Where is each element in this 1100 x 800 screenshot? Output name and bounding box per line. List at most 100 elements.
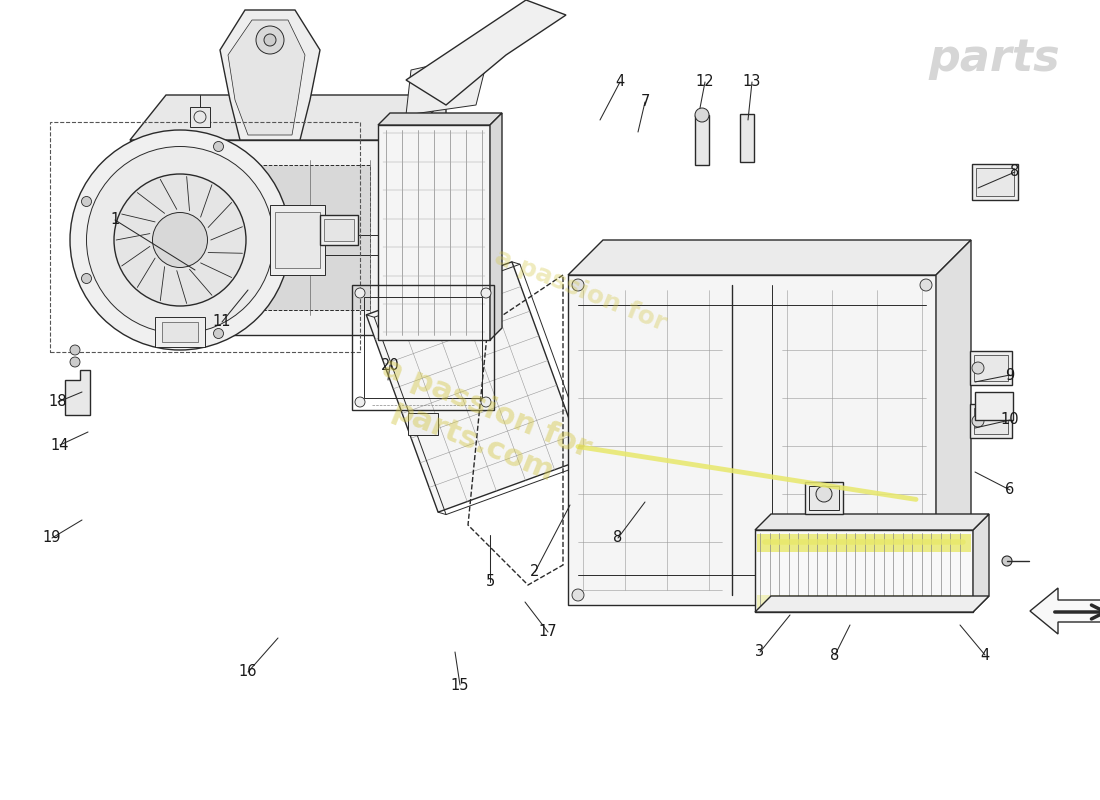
Polygon shape (228, 20, 305, 135)
Circle shape (355, 397, 365, 407)
Polygon shape (974, 514, 989, 612)
Circle shape (397, 322, 407, 332)
Circle shape (153, 213, 208, 267)
Bar (271, 205, 326, 275)
Bar (976, 168, 1014, 196)
Circle shape (264, 34, 276, 46)
Bar (324, 219, 354, 241)
Polygon shape (1030, 588, 1100, 634)
Circle shape (920, 279, 932, 291)
Polygon shape (568, 275, 936, 605)
Text: 17: 17 (539, 625, 558, 639)
Bar (974, 355, 1008, 381)
Polygon shape (378, 125, 490, 340)
Text: 12: 12 (695, 74, 714, 90)
Circle shape (256, 26, 284, 54)
Circle shape (1002, 556, 1012, 566)
Bar (275, 212, 320, 268)
Polygon shape (755, 530, 974, 612)
Polygon shape (378, 113, 502, 125)
Circle shape (816, 486, 832, 502)
Text: 15: 15 (451, 678, 470, 693)
Bar (364, 297, 482, 398)
Polygon shape (65, 370, 90, 415)
Text: 1: 1 (110, 213, 120, 227)
Bar (805, 482, 843, 514)
Bar (120, 220, 142, 256)
Text: 19: 19 (43, 530, 62, 546)
Text: 20: 20 (381, 358, 399, 373)
Polygon shape (936, 240, 971, 605)
Bar (974, 408, 1008, 434)
Bar (50, 122, 360, 352)
Circle shape (355, 288, 365, 298)
Bar (808, 486, 839, 510)
Circle shape (213, 329, 223, 338)
Polygon shape (490, 113, 502, 340)
Bar (972, 164, 1018, 200)
Circle shape (572, 279, 584, 291)
Bar (970, 351, 1012, 385)
Circle shape (81, 197, 91, 206)
Bar (975, 392, 1013, 420)
Bar (740, 114, 754, 162)
Circle shape (481, 397, 491, 407)
Text: 18: 18 (48, 394, 67, 410)
Text: 16: 16 (239, 665, 257, 679)
Polygon shape (406, 60, 486, 115)
Bar (162, 322, 198, 342)
Polygon shape (130, 140, 410, 335)
Text: 10: 10 (1001, 413, 1020, 427)
Polygon shape (755, 596, 989, 612)
Polygon shape (406, 0, 566, 105)
Circle shape (81, 274, 91, 283)
Polygon shape (410, 95, 446, 335)
Text: 9: 9 (1005, 367, 1014, 382)
Text: parts: parts (928, 37, 1060, 80)
Text: 4: 4 (980, 647, 990, 662)
Bar (695, 115, 710, 165)
Text: 13: 13 (742, 74, 761, 90)
Text: 8: 8 (1011, 165, 1020, 179)
Text: 11: 11 (212, 314, 231, 330)
Circle shape (397, 143, 407, 153)
Bar (155, 317, 205, 347)
Circle shape (70, 345, 80, 355)
Circle shape (70, 130, 290, 350)
Bar (352, 285, 494, 410)
Text: 8: 8 (830, 647, 839, 662)
Polygon shape (366, 262, 584, 512)
Text: 6: 6 (1005, 482, 1014, 498)
Circle shape (70, 357, 80, 367)
Bar (320, 215, 358, 245)
Text: 3: 3 (756, 645, 764, 659)
Polygon shape (568, 240, 971, 275)
Circle shape (213, 142, 223, 151)
Circle shape (87, 146, 274, 334)
Bar (190, 107, 210, 127)
Polygon shape (130, 95, 446, 140)
Text: 5: 5 (485, 574, 495, 590)
Circle shape (133, 143, 143, 153)
Bar (757, 534, 971, 552)
Polygon shape (755, 514, 989, 530)
Text: 14: 14 (51, 438, 69, 453)
Circle shape (133, 322, 143, 332)
Circle shape (572, 589, 584, 601)
Bar (757, 595, 971, 610)
Text: 4: 4 (615, 74, 625, 90)
Circle shape (920, 589, 932, 601)
Circle shape (114, 174, 246, 306)
Bar (408, 413, 438, 435)
Circle shape (972, 415, 984, 427)
Circle shape (94, 226, 117, 250)
Bar (970, 404, 1012, 438)
Circle shape (481, 288, 491, 298)
Text: 8: 8 (614, 530, 623, 546)
Text: a passion for: a passion for (491, 245, 670, 335)
Circle shape (972, 362, 984, 374)
Text: 2: 2 (530, 565, 540, 579)
Polygon shape (170, 165, 370, 310)
Circle shape (695, 108, 710, 122)
Text: 7: 7 (640, 94, 650, 110)
